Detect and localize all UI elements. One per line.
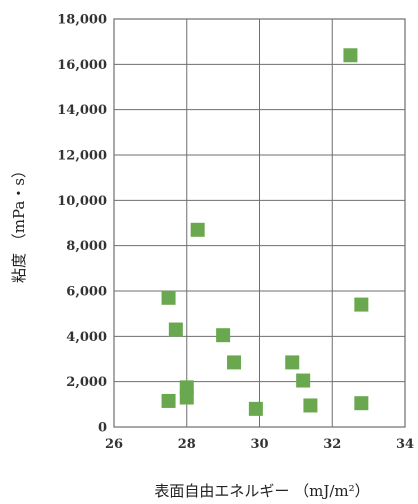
y-axis-label: 粘度 （mPa・s）: [10, 163, 28, 283]
y-tick-label: 12,000: [57, 149, 107, 164]
x-tick-label: 28: [178, 437, 196, 452]
x-tick-label: 34: [396, 437, 414, 452]
y-axis: 0 2,000 4,000 6,000 8,000 10,000 12,000 14,000 1…: [57, 13, 107, 436]
x-tick-label: 26: [105, 437, 123, 452]
x-tick-label: 32: [323, 437, 341, 452]
x-tick-label: 30: [250, 437, 268, 452]
data-point: [161, 290, 176, 305]
data-point: [248, 401, 263, 416]
y-tick-label: 8,000: [66, 239, 107, 254]
x-axis: 26 28 30 32 34: [105, 437, 414, 452]
y-tick-label: 0: [98, 421, 107, 436]
y-tick-label: 6,000: [66, 285, 107, 300]
plot-area: [113, 18, 406, 428]
data-point: [216, 328, 231, 343]
y-tick-label: 2,000: [66, 375, 107, 390]
y-tick-label: 10,000: [57, 194, 107, 209]
data-point: [354, 396, 369, 411]
y-tick-label: 4,000: [66, 330, 107, 345]
y-tick-label: 14,000: [57, 103, 107, 118]
data-point: [296, 373, 311, 388]
data-point: [354, 297, 369, 312]
y-tick-label: 18,000: [57, 13, 107, 28]
x-axis-label: 表面自由エネルギー （mJ/m²）: [154, 482, 369, 500]
data-point: [179, 380, 194, 395]
data-points: [161, 48, 369, 416]
data-point: [161, 393, 176, 408]
y-tick-label: 16,000: [57, 58, 107, 73]
data-point: [168, 322, 183, 337]
data-point: [190, 222, 205, 237]
data-point: [343, 48, 358, 63]
data-point: [285, 355, 300, 370]
data-point: [303, 398, 318, 413]
data-point: [227, 355, 242, 370]
grid: [114, 19, 405, 427]
